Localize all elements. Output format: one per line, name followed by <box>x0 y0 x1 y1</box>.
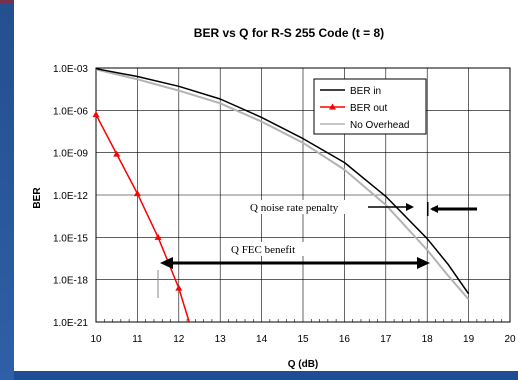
y-axis-label: BER <box>32 187 43 209</box>
data-point-ber-out <box>175 284 183 291</box>
series-layer <box>92 67 470 323</box>
legend-label-no-overhead: No Overhead <box>350 120 409 131</box>
data-point-ber-out <box>133 190 141 197</box>
series-line-ber-in <box>95 67 470 295</box>
x-axis-label: Q (dB) <box>288 359 319 370</box>
legend-label-ber-out: BER out <box>350 103 387 114</box>
x-tick-label: 13 <box>215 334 227 345</box>
x-tick-label: 20 <box>504 334 516 345</box>
x-tick-label: 19 <box>463 334 475 345</box>
y-tick-label: 1.0E-18 <box>53 276 88 287</box>
y-tick-label: 1.0E-06 <box>53 106 88 117</box>
data-point-ber-out <box>154 233 162 240</box>
x-tick-label: 11 <box>132 334 143 345</box>
x-tick-label: 18 <box>422 334 434 345</box>
y-tick-label: 1.0E-03 <box>53 64 88 75</box>
chart-panel <box>14 0 518 371</box>
y-tick-labels: 1.0E-03 1.0E-06 1.0E-09 1.0E-12 1.0E-15 1.0E-… <box>53 64 88 329</box>
data-point-ber-out <box>113 150 121 157</box>
y-tick-label: 1.0E-15 <box>53 233 88 244</box>
y-tick-label: 1.0E-21 <box>53 318 88 329</box>
x-tick-label: 17 <box>380 334 392 345</box>
y-tick-label: 1.0E-09 <box>53 149 88 160</box>
legend-marker-ber-out <box>329 103 336 110</box>
x-tick-label: 12 <box>173 334 185 345</box>
series-line-no-overhead <box>95 68 470 301</box>
fec-benefit-label-bg <box>229 242 319 256</box>
x-tick-label: 16 <box>339 334 351 345</box>
x-tick-label: 10 <box>90 334 102 345</box>
fec-benefit-arrowhead-right <box>417 257 430 269</box>
fec-benefit-arrowhead-left <box>160 257 173 269</box>
series-line-ber-out <box>95 114 190 323</box>
slide-edge-stripe <box>0 0 14 380</box>
x-tick-label: 14 <box>256 334 268 345</box>
legend: BER in BER out No Overhead <box>313 78 427 135</box>
x-tick-labels: 10 11 12 13 14 15 16 17 18 19 20 <box>90 334 516 345</box>
noise-penalty-label-bg <box>248 200 368 214</box>
fec-benefit-label: Q FEC benefit <box>231 244 295 256</box>
legend-label-ber-in: BER in <box>350 86 381 97</box>
data-point-ber-out <box>92 111 100 118</box>
chart-title: BER vs Q for R-S 255 Code (t = 8) <box>194 26 384 40</box>
annotation-noise-penalty: Q noise rate penalty <box>248 200 477 216</box>
plot-area-border <box>95 67 511 323</box>
annotation-fec-benefit: Q FEC benefit <box>157 242 430 298</box>
y-tick-label: 1.0E-12 <box>53 191 88 202</box>
noise-penalty-label: Q noise rate penalty <box>250 202 339 214</box>
x-tick-label: 15 <box>297 334 309 345</box>
